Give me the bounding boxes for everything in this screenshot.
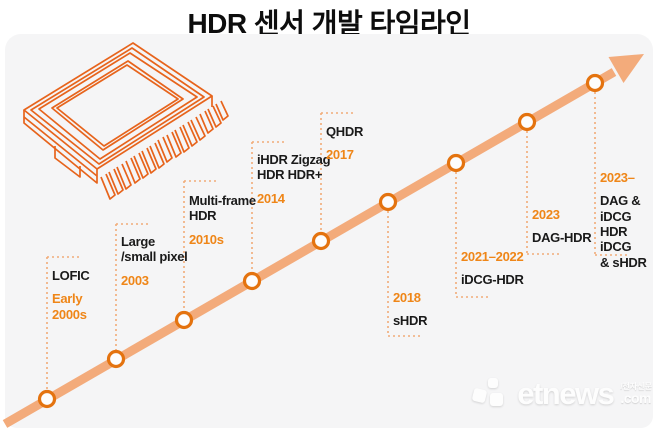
image-sensor-chip-icon	[23, 42, 229, 200]
milestone-year: 2010s	[189, 231, 224, 247]
milestone-label-large-small-pixel: Large /small pixel 2003	[121, 234, 188, 288]
milestone-label-multi-frame-hdr: Multi-frame HDR 2010s	[189, 193, 256, 247]
milestone-nodes	[37, 73, 605, 409]
etnews-logo-icon	[471, 377, 511, 411]
milestone-label-idcg-hdr: 2021–2022 iDCG-HDR	[461, 249, 524, 288]
milestone-year: 2018	[393, 290, 421, 305]
milestone-year: 2014	[257, 190, 285, 206]
logo-square	[490, 393, 504, 406]
milestone-name: QHDR	[326, 124, 364, 139]
milestone-label-ihdr-zigzag: iHDR Zigzag HDR HDR+ 2014	[257, 152, 331, 206]
milestone-connectors	[46, 92, 627, 390]
milestone-year: 2003	[121, 272, 149, 288]
milestone-name: Multi-frame HDR	[189, 193, 256, 224]
milestone-name: LOFIC	[52, 268, 90, 283]
milestone-node	[106, 349, 126, 369]
milestone-label-shdr: 2018 sHDR	[393, 290, 428, 329]
milestone-node	[311, 231, 331, 251]
watermark-wordmark: etnews	[517, 376, 615, 411]
milestone-node	[446, 153, 466, 173]
watermark-korean-name: /전자신문	[620, 382, 652, 391]
upward-timeline-arrow	[2, 54, 644, 428]
milestone-node	[37, 389, 57, 409]
milestone-name: sHDR	[393, 313, 428, 329]
milestone-node	[174, 310, 194, 330]
etnews-watermark: etnews /전자신문 .com	[471, 376, 652, 412]
milestone-name: DAG-HDR	[532, 230, 592, 246]
milestone-node	[378, 192, 398, 212]
logo-square	[471, 387, 488, 404]
page-title: HDR 센서 개발 타임라인	[187, 8, 471, 39]
watermark-domain: .com	[620, 390, 652, 406]
milestone-node	[517, 112, 537, 132]
watermark-suffix: /전자신문 .com	[620, 382, 652, 406]
milestone-name: iHDR Zigzag HDR HDR+	[257, 152, 331, 183]
milestone-node	[242, 271, 262, 291]
milestone-node	[585, 73, 605, 93]
milestone-name: iDCG-HDR	[461, 272, 524, 288]
milestone-year: 2021–2022	[461, 249, 524, 264]
milestone-label-dag-idcg: 2023– DAG & iDCG HDR iDCG & sHDR	[600, 170, 658, 270]
milestone-year: 2023–	[600, 170, 635, 185]
milestone-label-lofic: LOFIC Early 2000s	[52, 268, 90, 322]
milestone-label-qhdr: QHDR 2017	[326, 124, 363, 163]
logo-square	[488, 378, 499, 388]
milestone-label-dag-hdr: 2023 DAG-HDR	[532, 207, 592, 246]
milestone-name: DAG & iDCG HDR iDCG & sHDR	[600, 193, 647, 270]
milestone-year: 2023	[532, 207, 560, 222]
milestone-year: 2017	[326, 147, 354, 163]
milestone-year: Early 2000s	[52, 291, 87, 322]
milestone-name: Large /small pixel	[121, 234, 188, 265]
